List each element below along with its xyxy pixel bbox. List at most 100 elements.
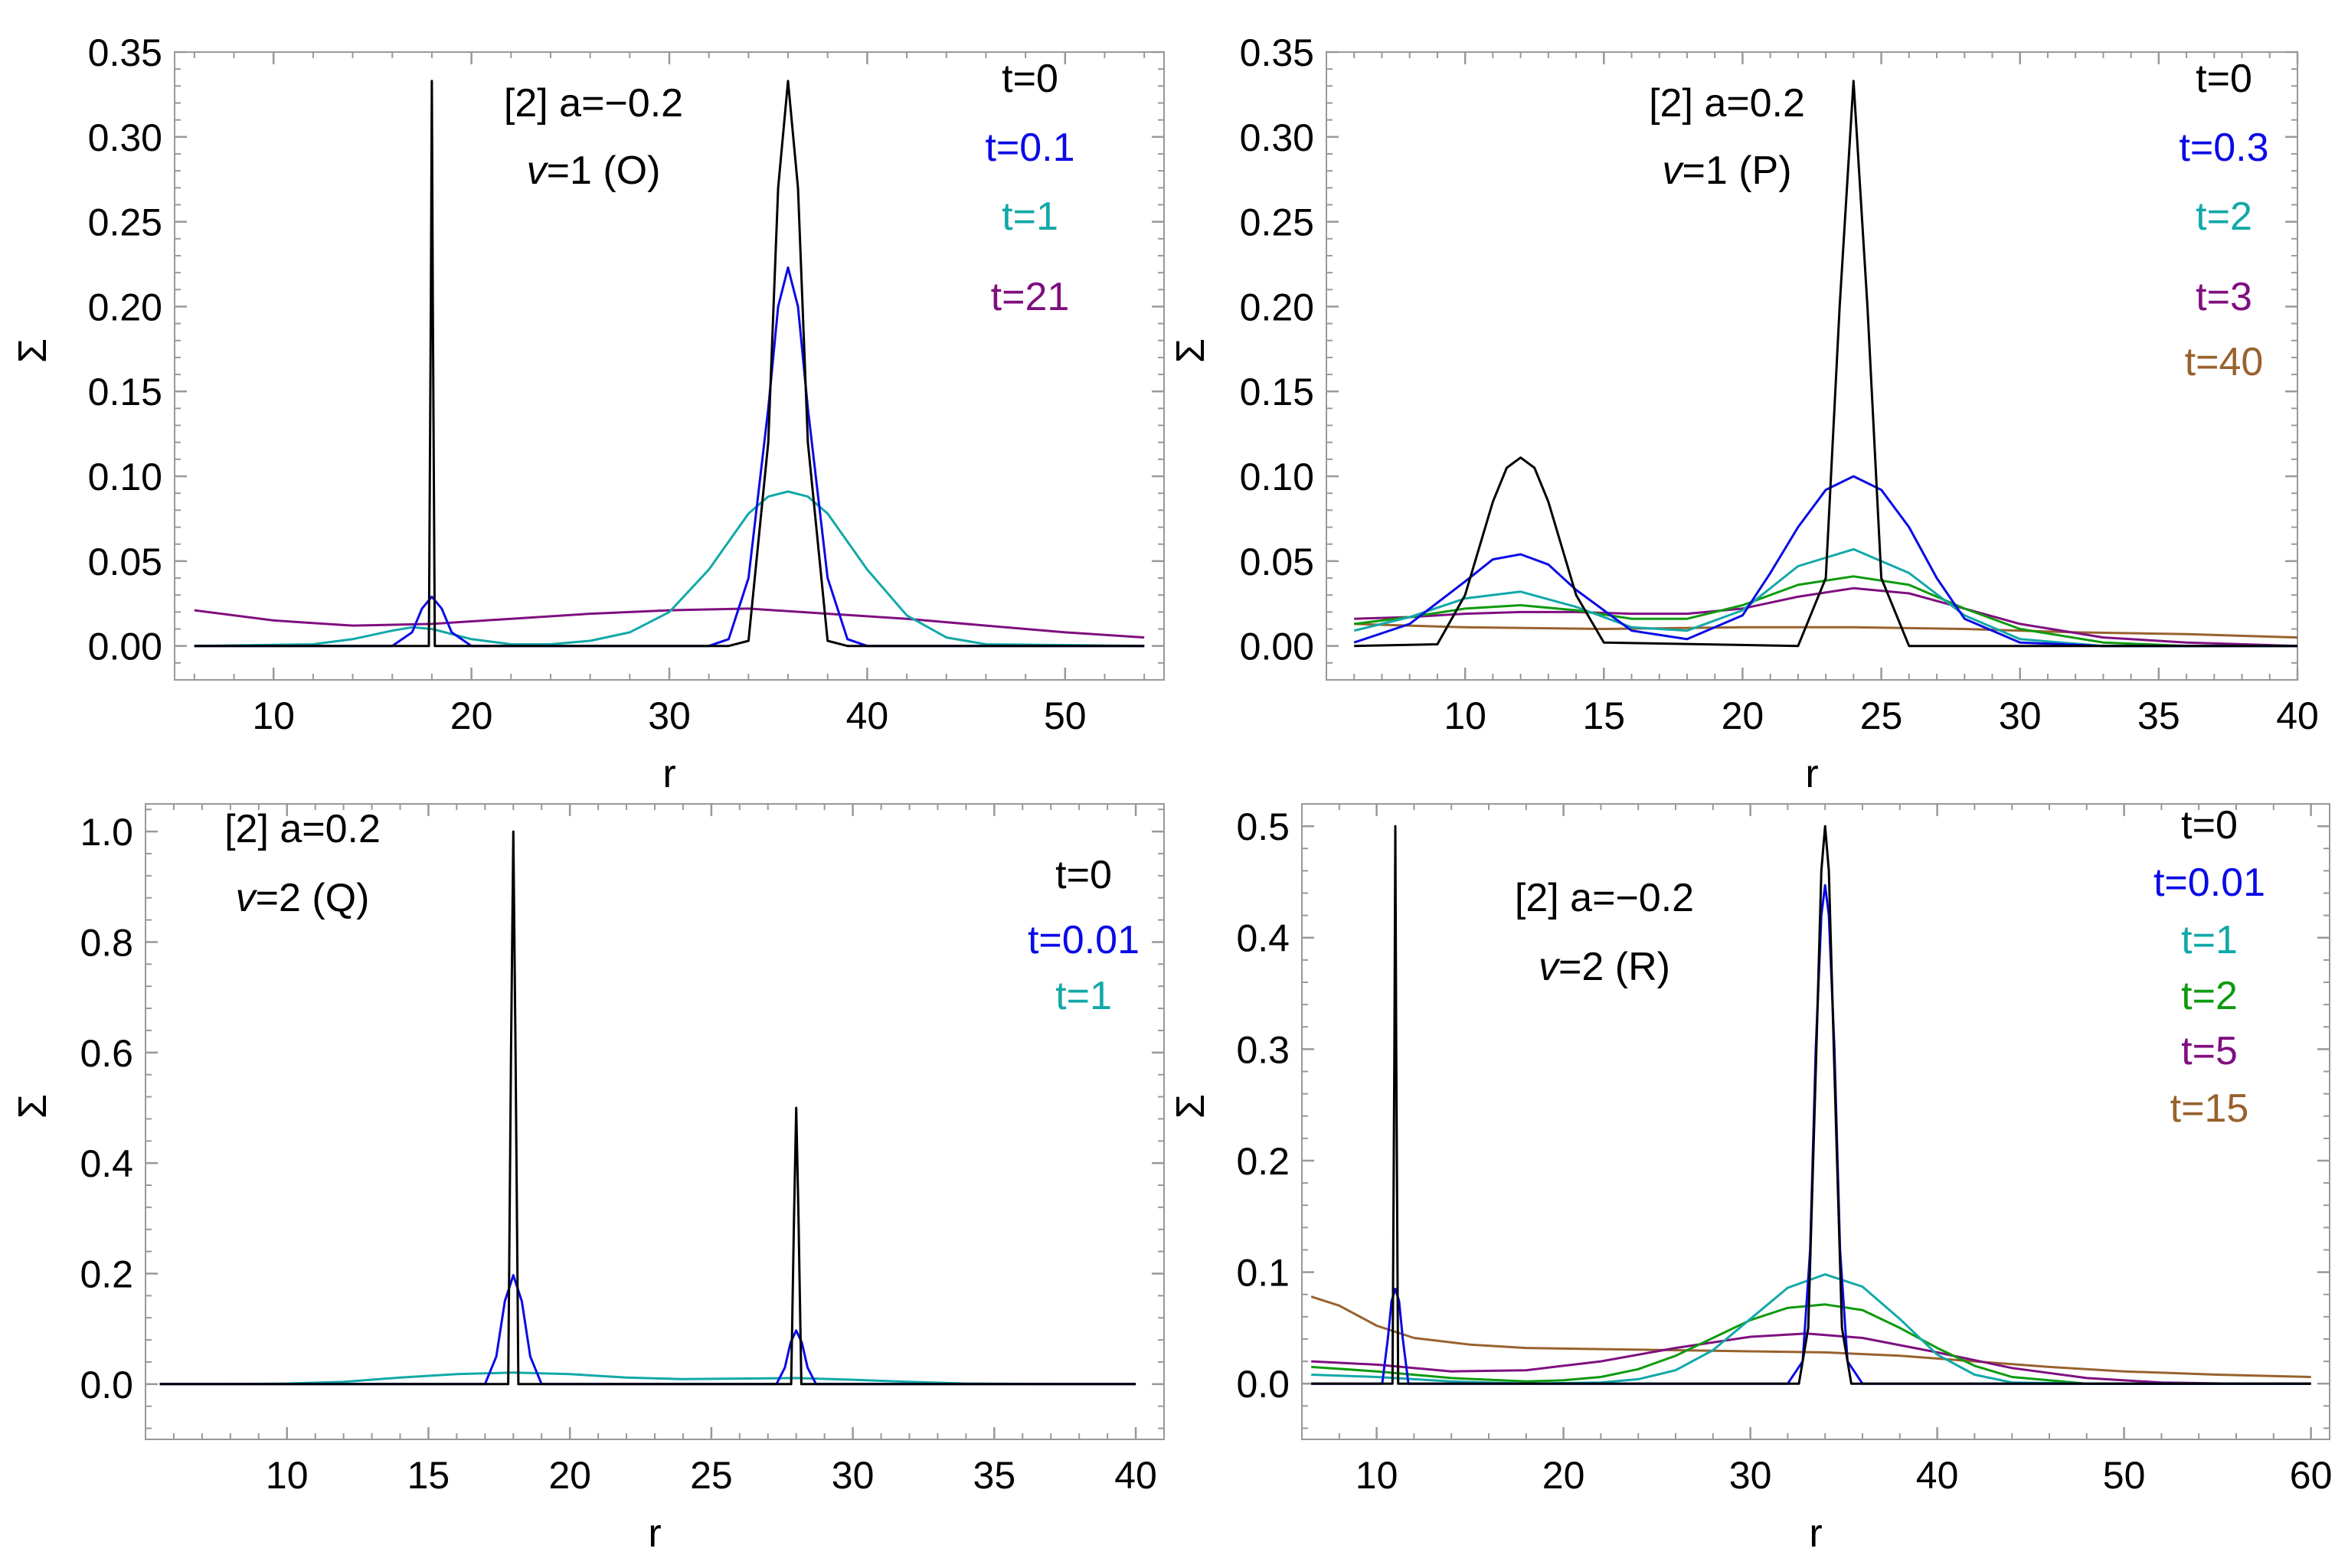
series-line-t-0-01 [159, 1274, 1136, 1386]
plot-frame [1326, 51, 2298, 681]
annotation-subtitle: v=1 (P) [1662, 149, 1791, 193]
y-tick-label: 0.0 [80, 1364, 133, 1406]
legend-entry: t=3 [2196, 275, 2252, 319]
legend-entry: t=0 [2181, 803, 2238, 848]
series-line-t-3 [1354, 586, 2297, 648]
chart-panel-bottom-right: 10 20 30 40 50 60 0.0 0.1 0.2 0.3 0.4 0.5 r Σ [2] a=−0… [1169, 803, 2332, 1556]
x-axis-label: r [1809, 1511, 1822, 1556]
chart-panel-bottom-left: 10 15 20 25 30 35 40 0.0 0.2 0.4 0.6 0.8 1.0 r Σ [2] a=… [11, 803, 1165, 1556]
y-tick-label: 0.4 [1236, 917, 1290, 960]
series-line-t-0-01 [1311, 884, 2311, 1385]
y-tick-label: 0.8 [80, 921, 133, 964]
annotation-title: [2] a=−0.2 [504, 81, 683, 126]
x-tick-label: 25 [690, 1454, 733, 1497]
y-tick-label: 0.25 [88, 201, 162, 244]
legend-entry: t=1 [2181, 918, 2238, 962]
y-tick-label: 0.05 [88, 541, 162, 583]
y-axis-label: Σ [1169, 338, 1213, 363]
series-line-t-0 [194, 80, 1145, 648]
legend-entry: t=0.01 [1028, 918, 1140, 962]
series-group [194, 80, 1145, 648]
legend-entry: t=15 [2170, 1086, 2249, 1131]
series-line-t-2 [1311, 1303, 2311, 1385]
annotation-subtitle: v=2 (Q) [236, 876, 370, 920]
series-line-t-0-1 [194, 266, 1145, 648]
y-tick-label: 0.6 [80, 1032, 133, 1075]
series-line-t-21 [194, 607, 1145, 639]
x-tick-label: 15 [1582, 694, 1625, 737]
y-axis-label: Σ [11, 338, 55, 363]
y-tick-label: 0.20 [88, 286, 162, 328]
series-line-t-0 [159, 830, 1136, 1386]
series-line-t-1 [1311, 1273, 2311, 1385]
legend-entry: t=0.01 [2153, 861, 2265, 905]
legend-entry: t=2 [2181, 974, 2238, 1018]
legend-entry: t=5 [2181, 1029, 2238, 1073]
plot-frame [1301, 803, 2330, 1440]
x-tick-label: 35 [2137, 694, 2180, 737]
x-tick-label: 20 [1722, 694, 1764, 737]
series-group [1310, 825, 2311, 1385]
y-tick-label: 0.05 [1240, 541, 1314, 583]
annotation-subtitle: v=1 (O) [527, 149, 661, 193]
annotation-subtitle: v=2 (R) [1539, 945, 1670, 989]
series-line-t-0 [1354, 80, 2297, 648]
y-tick-label: 0.2 [80, 1253, 133, 1295]
series-line-t-15 [1310, 1295, 2311, 1378]
x-tick-label: 10 [266, 1454, 309, 1497]
annotation-title: [2] a=−0.2 [1515, 876, 1694, 920]
x-tick-label: 40 [1916, 1454, 1959, 1497]
x-tick-label: 30 [1729, 1454, 1772, 1497]
x-axis-label: r [662, 752, 675, 796]
legend-entry: t=21 [991, 275, 1070, 319]
x-tick-label: 30 [832, 1454, 875, 1497]
x-tick-label: 20 [548, 1454, 591, 1497]
series-line-t-0-3 [1353, 475, 2297, 648]
y-tick-label: 0.10 [88, 456, 162, 498]
series-line-t-1 [194, 490, 1145, 648]
x-tick-label: 10 [1355, 1454, 1398, 1497]
series-line-t-5 [1311, 1332, 2311, 1385]
x-tick-label: 60 [2290, 1454, 2333, 1497]
legend-entry: t=0 [1002, 57, 1058, 101]
series-line-t-40 [1354, 622, 2297, 639]
series-line-t-2 [1354, 575, 2297, 648]
x-tick-label: 35 [973, 1454, 1016, 1497]
legend-entry: t=40 [2185, 340, 2264, 384]
y-tick-label: 0.30 [88, 116, 162, 159]
series-group [159, 830, 1136, 1386]
x-tick-label: 10 [1444, 694, 1486, 737]
y-tick-label: 0.15 [1240, 371, 1314, 413]
y-tick-label: 0.15 [88, 371, 162, 413]
series-line-t-0 [1311, 825, 2311, 1385]
x-tick-label: 50 [1044, 694, 1087, 737]
x-tick-label: 40 [2276, 694, 2319, 737]
x-tick-label: 40 [1114, 1454, 1157, 1497]
y-tick-label: 0.25 [1240, 201, 1314, 244]
y-tick-label: 0.30 [1240, 116, 1314, 159]
y-tick-label: 1.0 [80, 811, 133, 854]
y-tick-label: 0.2 [1236, 1140, 1290, 1183]
x-axis-label: r [1805, 752, 1818, 796]
y-tick-label: 0.00 [88, 626, 162, 668]
x-tick-label: 50 [2103, 1454, 2146, 1497]
x-axis-label: r [648, 1511, 661, 1556]
y-tick-label: 0.1 [1236, 1252, 1290, 1295]
legend-entry: t=1 [1055, 974, 1112, 1018]
series-line-t-1 [1353, 547, 2297, 648]
chart-panel-top-left: 10 20 30 40 50 0.00 0.05 0.10 0.15 0.20 0.25 0.30 0.… [11, 31, 1165, 796]
y-tick-label: 0.00 [1240, 626, 1314, 668]
y-tick-label: 0.10 [1240, 456, 1314, 498]
legend-entry: t=0.1 [985, 126, 1074, 170]
y-tick-label: 0.0 [1236, 1363, 1290, 1406]
y-tick-label: 0.4 [80, 1142, 133, 1185]
y-axis-label: Σ [11, 1094, 55, 1119]
x-tick-label: 20 [450, 694, 493, 737]
legend-entry: t=0.3 [2179, 126, 2268, 170]
legend-entry: t=1 [1002, 194, 1058, 239]
legend-entry: t=0 [2196, 57, 2252, 101]
y-tick-label: 0.5 [1236, 805, 1290, 848]
x-tick-label: 30 [1999, 694, 2042, 737]
y-tick-label: 0.35 [88, 31, 162, 74]
